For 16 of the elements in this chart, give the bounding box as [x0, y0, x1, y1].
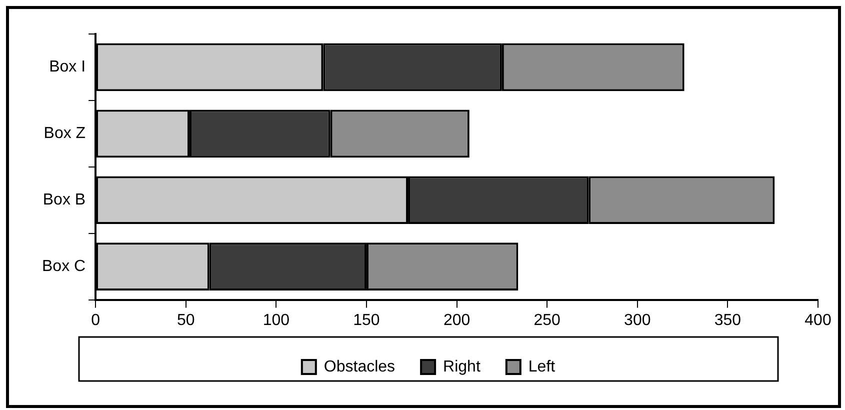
legend-label: Left	[528, 358, 556, 376]
x-tick-label: 50	[176, 312, 195, 329]
x-tick-label: 150	[353, 312, 380, 329]
y-tick-label: Box B	[42, 192, 86, 209]
x-tick-label: 350	[714, 312, 742, 329]
legend-label: Right	[443, 358, 481, 376]
x-tick-label: 200	[443, 312, 470, 329]
x-tick-label: 250	[534, 312, 561, 329]
y-tick-label: Box C	[42, 258, 86, 275]
x-tick-label: 0	[91, 312, 100, 329]
legend-label: Obstacles	[324, 358, 396, 376]
y-tick-label: Box I	[49, 58, 86, 76]
x-tick-label: 300	[624, 312, 651, 329]
y-tick-label: Box Z	[44, 125, 86, 142]
x-tick-label: 100	[262, 312, 290, 329]
x-tick-label: 400	[804, 312, 832, 329]
